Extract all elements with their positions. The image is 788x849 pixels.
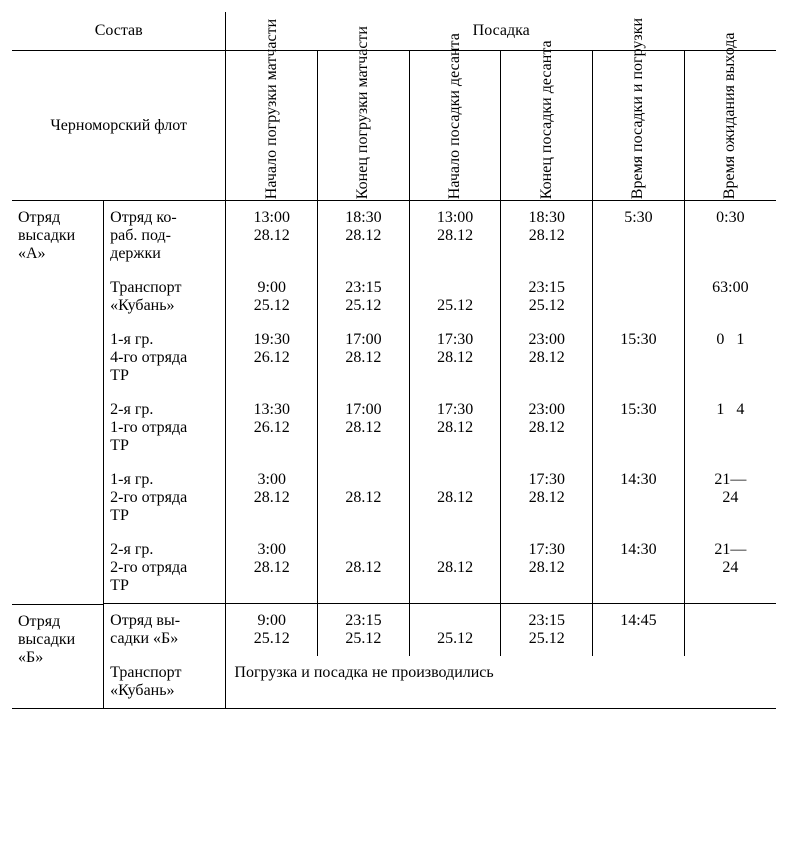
data-cell: 15:30: [593, 393, 685, 463]
data-cell: 17:0028.12: [318, 393, 410, 463]
col-start-board: Начало посадки десанта: [409, 51, 501, 201]
data-cell: 17:0028.12: [318, 323, 410, 393]
unit-cell: 1-я гр. 4-го отряда ТР: [104, 323, 226, 393]
data-cell: 18:3028.12: [501, 201, 593, 272]
data-cell: 63:00: [684, 271, 776, 323]
data-cell: 14:30: [593, 533, 685, 604]
unit-cell: Отряд вы- садки «Б»: [104, 604, 226, 656]
unit-cell: Транспорт «Кубань»: [104, 656, 226, 709]
data-cell: 17:3028.12: [409, 323, 501, 393]
header-sostav: Состав: [12, 12, 226, 51]
data-cell: [593, 271, 685, 323]
data-cell: 14:45: [593, 604, 685, 656]
col-wait-time: Время ожидания выхода: [684, 51, 776, 201]
data-cell: [684, 604, 776, 656]
data-cell: 5:30: [593, 201, 685, 272]
data-cell: 9:0025.12: [226, 271, 318, 323]
unit-cell: 2-я гр. 1-го отряда ТР: [104, 393, 226, 463]
unit-cell: Транспорт «Кубань»: [104, 271, 226, 323]
data-cell: 17:3028.12: [409, 393, 501, 463]
data-cell: 1 4: [684, 393, 776, 463]
data-cell: 17:3028.12: [501, 463, 593, 533]
data-cell: 13:3026.12: [226, 393, 318, 463]
group-b-label: Отряд высадки «Б»: [12, 604, 104, 709]
unit-cell: 1-я гр. 2-го отряда ТР: [104, 463, 226, 533]
col-start-load: Начало погрузки матчасти: [226, 51, 318, 201]
col-end-load: Конец погрузки матчасти: [318, 51, 410, 201]
group-a-label: Отряд высадки «А»: [12, 201, 104, 604]
span-note: Погрузка и посадка не производились: [226, 656, 776, 709]
data-cell: 14:30: [593, 463, 685, 533]
data-cell: 25.12: [409, 604, 501, 656]
data-cell: 9:0025.12: [226, 604, 318, 656]
data-cell: 3:0028.12: [226, 463, 318, 533]
data-cell: 23:1525.12: [501, 604, 593, 656]
data-cell: 23:1525.12: [501, 271, 593, 323]
data-cell: 28.12: [318, 463, 410, 533]
header-fleet: Черноморский флот: [12, 51, 226, 201]
data-cell: 21— 24: [684, 463, 776, 533]
data-cell: 3:0028.12: [226, 533, 318, 604]
col-end-board: Конец посадки десанта: [501, 51, 593, 201]
data-cell: 18:3028.12: [318, 201, 410, 272]
data-cell: 23:1525.12: [318, 604, 410, 656]
boarding-schedule-table: Состав Посадка Черноморский флот Начало …: [12, 12, 776, 709]
data-cell: 28.12: [409, 463, 501, 533]
data-cell: 28.12: [318, 533, 410, 604]
unit-cell: Отряд ко- раб. под- держки: [104, 201, 226, 272]
data-cell: 23:0028.12: [501, 323, 593, 393]
data-cell: 23:0028.12: [501, 393, 593, 463]
header-posadka: Посадка: [226, 12, 776, 51]
data-cell: 21— 24: [684, 533, 776, 604]
data-cell: 23:1525.12: [318, 271, 410, 323]
unit-cell: 2-я гр. 2-го отряда ТР: [104, 533, 226, 604]
data-cell: 15:30: [593, 323, 685, 393]
data-cell: 13:0028.12: [226, 201, 318, 272]
col-total-time: Время посадки и погрузки: [593, 51, 685, 201]
data-cell: 0 1: [684, 323, 776, 393]
data-cell: 28.12: [409, 533, 501, 604]
data-cell: 13:0028.12: [409, 201, 501, 272]
data-cell: 19:3026.12: [226, 323, 318, 393]
data-cell: 17:3028.12: [501, 533, 593, 604]
data-cell: 0:30: [684, 201, 776, 272]
data-cell: 25.12: [409, 271, 501, 323]
